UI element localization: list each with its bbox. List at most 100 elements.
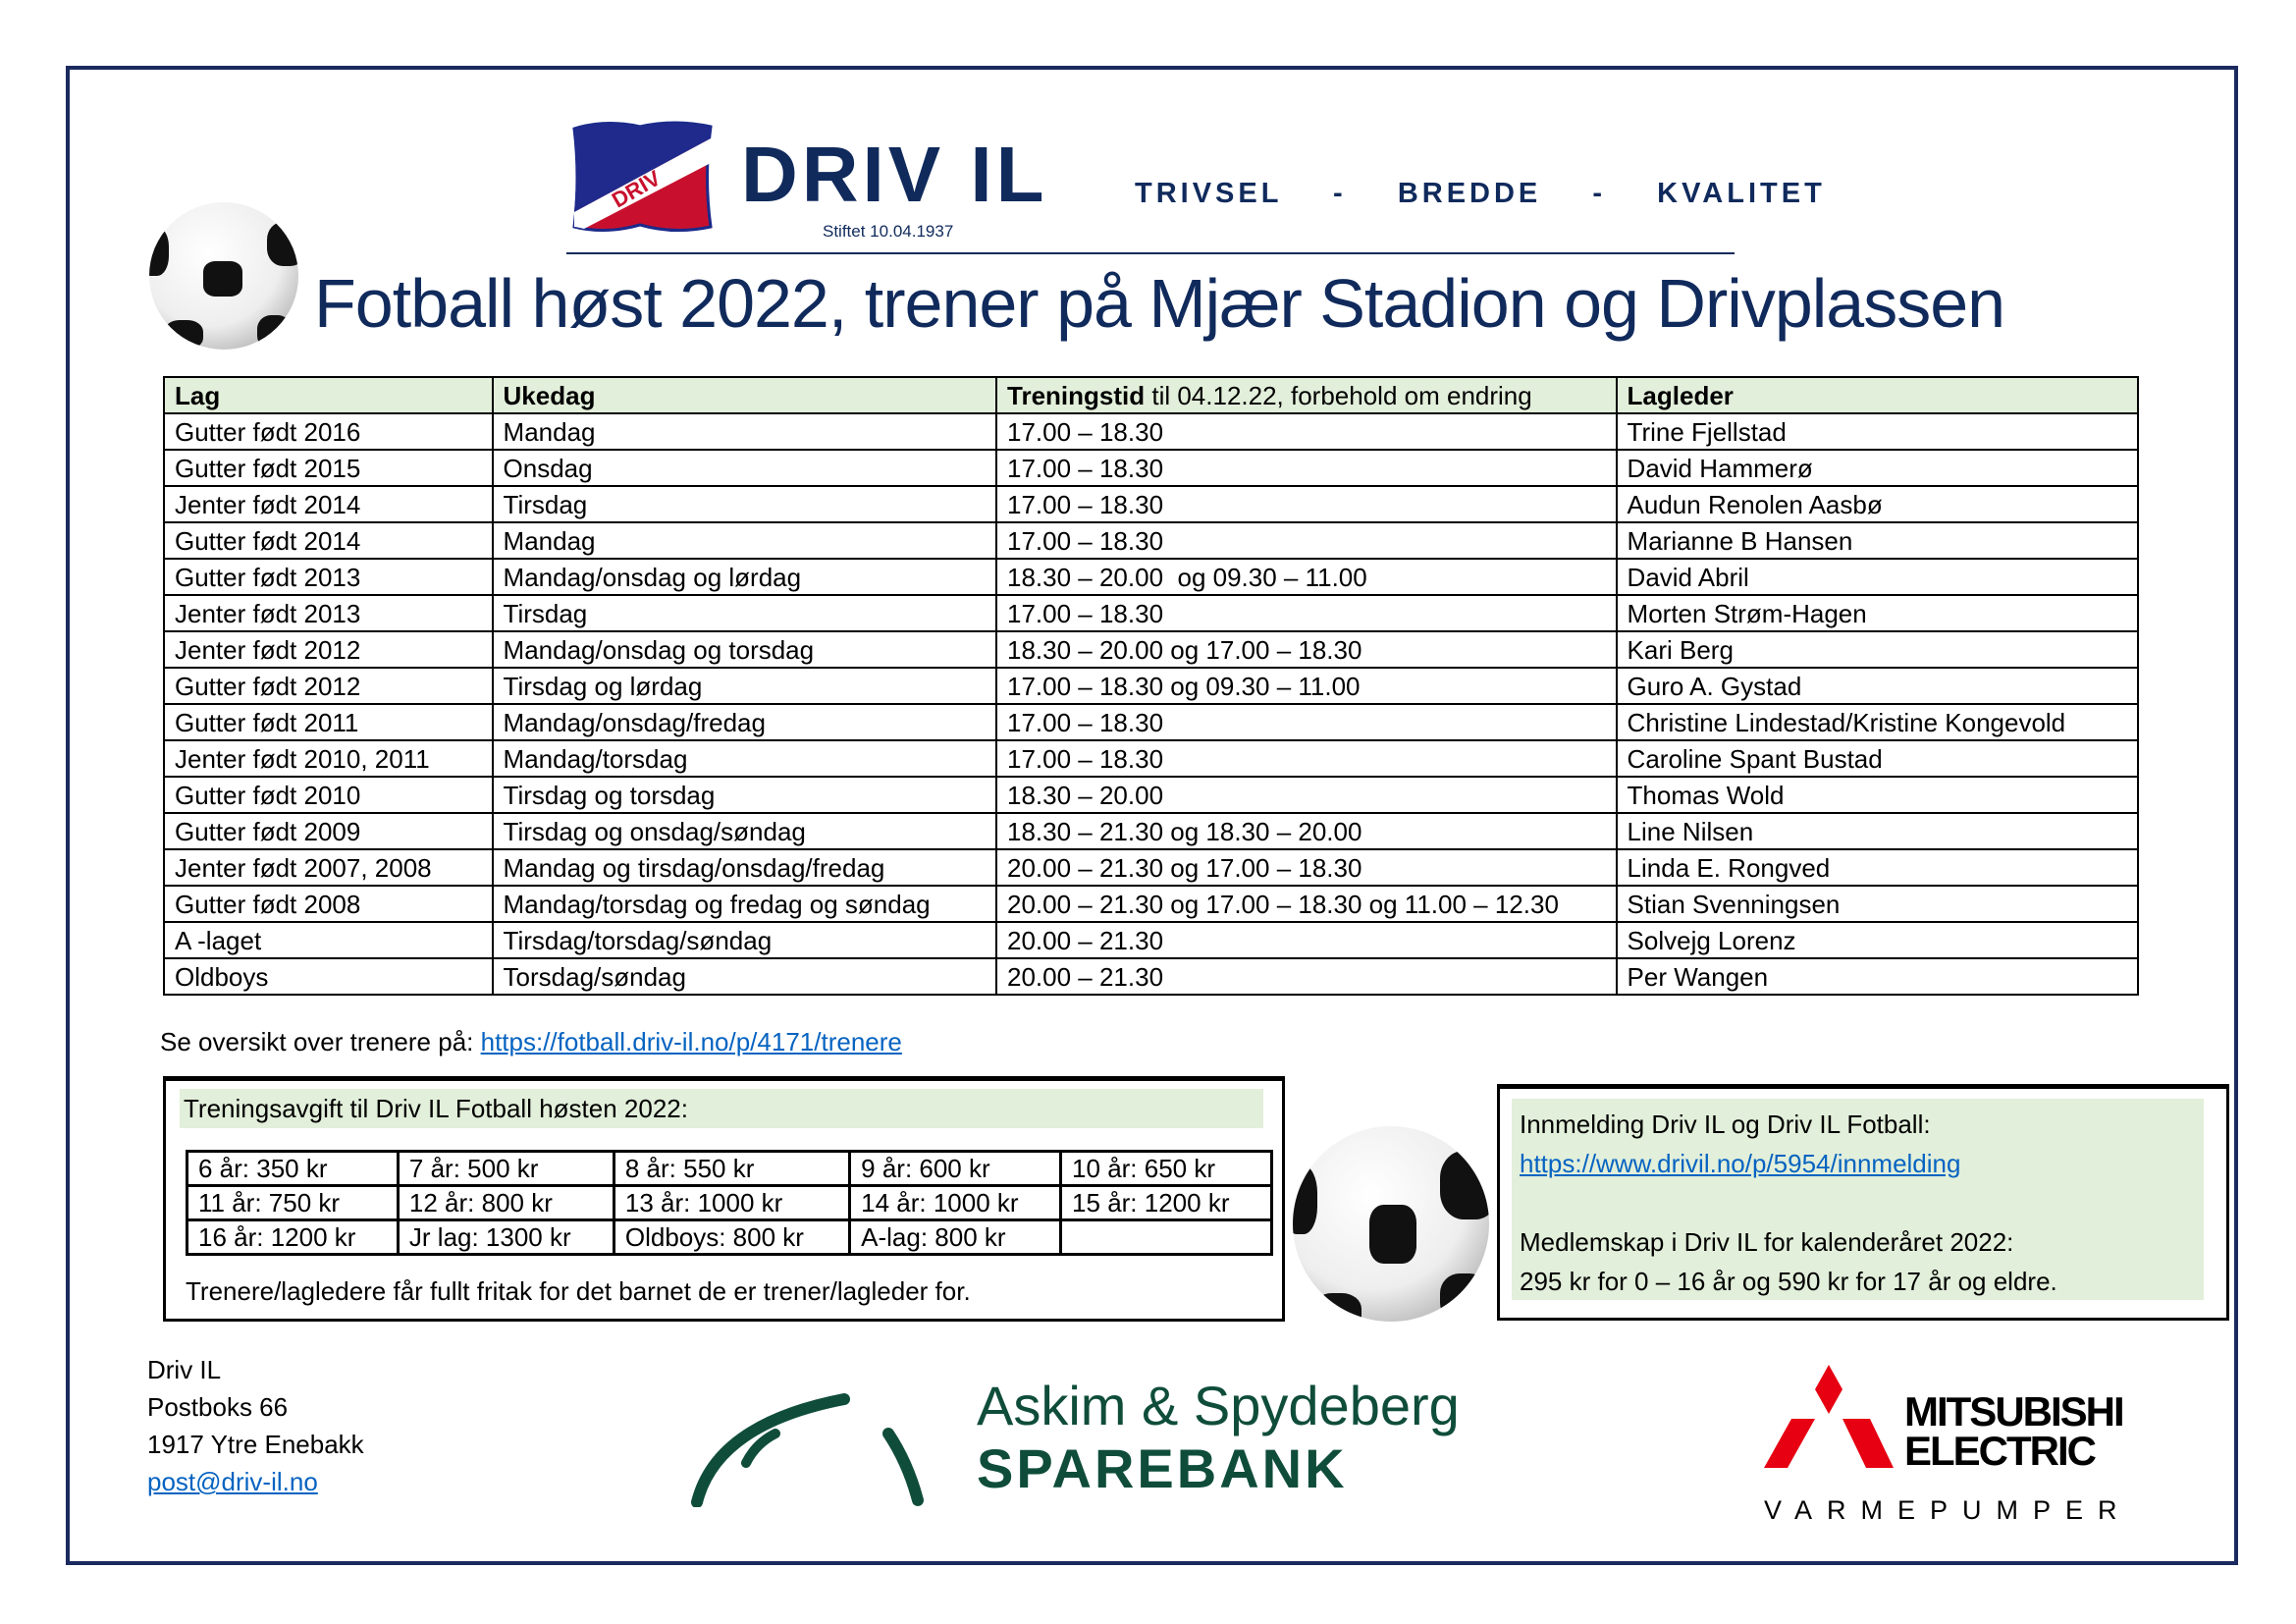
- table-cell: Solvejg Lorenz: [1615, 921, 2140, 959]
- fee-cell: 16 år: 1200 kr: [186, 1218, 400, 1256]
- table-cell: 17.00 – 18.30: [995, 449, 1618, 487]
- table-cell: Gutter født 2012: [163, 667, 494, 705]
- address-line: Postboks 66: [147, 1392, 289, 1422]
- table-row: Jenter født 2007, 2008 Mandag og tirsdag/…: [163, 848, 2140, 887]
- table-cell: Tirsdag: [491, 485, 998, 523]
- table-cell: 18.30 – 20.00 og 17.00 – 18.30: [995, 630, 1618, 669]
- column-header-ukedag: Ukedag: [491, 376, 998, 414]
- trainers-overview: Se oversikt over trenere på: https://fot…: [160, 1027, 902, 1056]
- table-cell: Stian Svenningsen: [1615, 885, 2140, 923]
- table-cell: 17.00 – 18.30: [995, 594, 1618, 632]
- table-cell: David Hammerø: [1615, 449, 2140, 487]
- table-cell: 20.00 – 21.30 og 17.00 – 18.30: [995, 848, 1618, 887]
- mitsubishi-logo: MITSUBISHI ELECTRIC: [1904, 1388, 2125, 1474]
- table-cell: Jenter født 2010, 2011: [163, 739, 494, 778]
- fee-cell: 13 år: 1000 kr: [612, 1184, 852, 1221]
- fees-heading: Treningsavgift til Driv IL Fotball høste…: [180, 1089, 1263, 1128]
- table-row: Gutter født 2013 Mandag/onsdag og lørdag 1…: [163, 558, 2140, 596]
- fee-cell: 11 år: 750 kr: [186, 1184, 400, 1221]
- table-cell: 17.00 – 18.30: [995, 739, 1618, 778]
- fee-cell: Oldboys: 800 kr: [612, 1218, 852, 1256]
- table-cell: Mandag/torsdag og fredag og søndag: [491, 885, 998, 923]
- table-cell: 20.00 – 21.30 og 17.00 – 18.30 og 11.00 …: [995, 885, 1618, 923]
- table-cell: 18.30 – 20.00: [995, 776, 1618, 814]
- table-row: Oldboys Torsdag/søndag 20.00 – 21.30 Per Wa…: [163, 957, 2140, 996]
- table-cell: Gutter født 2015: [163, 449, 494, 487]
- table-cell: Morten Strøm-Hagen: [1615, 594, 2140, 632]
- table-cell: 17.00 – 18.30: [995, 412, 1618, 451]
- email-link[interactable]: post@driv-il.no: [147, 1467, 318, 1496]
- table-cell: Gutter født 2009: [163, 812, 494, 850]
- table-cell: Line Nilsen: [1615, 812, 2140, 850]
- table-cell: Christine Lindestad/Kristine Kongevold: [1615, 703, 2140, 741]
- table-cell: Kari Berg: [1615, 630, 2140, 669]
- founded-date: Stiftet 10.04.1937: [823, 222, 954, 241]
- signup-label: Innmelding Driv IL og Driv IL Fotball:: [1520, 1110, 1931, 1139]
- tagline: TRIVSEL - BREDDE - KVALITET: [1135, 178, 1826, 209]
- fee-cell: 9 år: 600 kr: [848, 1150, 1063, 1187]
- table-cell: Trine Fjellstad: [1615, 412, 2140, 451]
- fee-cell: 14 år: 1000 kr: [848, 1184, 1063, 1221]
- table-cell: Oldboys: [163, 957, 494, 996]
- table-cell: Audun Renolen Aasbø: [1615, 485, 2140, 523]
- mitsubishi-diamonds-icon: [1764, 1365, 1894, 1468]
- fees-box: Treningsavgift til Driv IL Fotball høste…: [163, 1076, 1285, 1322]
- football-image: [149, 202, 298, 350]
- table-cell: Mandag: [491, 521, 998, 560]
- column-header-lag: Lag: [163, 376, 494, 414]
- varmepumper-label: VARMEPUMPER: [1764, 1495, 2132, 1525]
- table-row: Jenter født 2012 Mandag/onsdag og torsdag…: [163, 630, 2140, 669]
- table-row: Gutter født 2015 Onsdag 17.00 – 18.30 David…: [163, 449, 2140, 487]
- table-cell: Tirsdag og lørdag: [491, 667, 998, 705]
- table-cell: Gutter født 2016: [163, 412, 494, 451]
- table-row: Gutter født 2008 Mandag/torsdag og fredag…: [163, 885, 2140, 923]
- table-cell: 17.00 – 18.30 og 09.30 – 11.00: [995, 667, 1618, 705]
- table-cell: Linda E. Rongved: [1615, 848, 2140, 887]
- table-cell: 17.00 – 18.30: [995, 521, 1618, 560]
- table-cell: 17.00 – 18.30: [995, 485, 1618, 523]
- table-cell: 18.30 – 21.30 og 18.30 – 20.00: [995, 812, 1618, 850]
- table-row: Gutter født 2010 Tirsdag og torsdag 18.30 …: [163, 776, 2140, 814]
- table-cell: Gutter født 2008: [163, 885, 494, 923]
- table-cell: Jenter født 2013: [163, 594, 494, 632]
- fees-note: Trenere/lagledere får fullt fritak for d…: [186, 1276, 971, 1306]
- fee-cell: 7 år: 500 kr: [396, 1150, 615, 1187]
- fee-row: 6 år: 350 kr 7 år: 500 kr 8 år: 550 kr 9 år…: [186, 1150, 1273, 1187]
- fee-cell: A-lag: 800 kr: [848, 1218, 1063, 1256]
- table-cell: A -laget: [163, 921, 494, 959]
- fee-cell: 8 år: 550 kr: [612, 1150, 852, 1187]
- table-row: Gutter født 2016 Mandag 17.00 – 18.30 Trine…: [163, 412, 2140, 451]
- fee-cell: 10 år: 650 kr: [1059, 1150, 1273, 1187]
- table-row: Gutter født 2014 Mandag 17.00 – 18.30 Maria…: [163, 521, 2140, 560]
- table-cell: Mandag/onsdag og torsdag: [491, 630, 998, 669]
- table-cell: 20.00 – 21.30: [995, 921, 1618, 959]
- club-address: Driv IL Postboks 66 1917 Ytre Enebakk po…: [147, 1351, 364, 1500]
- table-cell: Marianne B Hansen: [1615, 521, 2140, 560]
- table-cell: Tirsdag: [491, 594, 998, 632]
- table-cell: Thomas Wold: [1615, 776, 2140, 814]
- address-line: Driv IL: [147, 1355, 222, 1384]
- table-cell: Jenter født 2012: [163, 630, 494, 669]
- fee-cell: 15 år: 1200 kr: [1059, 1184, 1273, 1221]
- fee-row: 11 år: 750 kr 12 år: 800 kr 13 år: 1000 kr…: [186, 1184, 1273, 1221]
- table-cell: Onsdag: [491, 449, 998, 487]
- table-row: Gutter født 2012 Tirsdag og lørdag 17.00 –…: [163, 667, 2140, 705]
- page-border: [66, 66, 2238, 1565]
- table-cell: David Abril: [1615, 558, 2140, 596]
- football-image: [1293, 1126, 1489, 1322]
- sparebank-logo-icon: [691, 1393, 924, 1507]
- column-header-treningstid: Treningstid til 04.12.22, forbehold om e…: [995, 376, 1618, 414]
- table-row: Jenter født 2014 Tirsdag 17.00 – 18.30 Audu…: [163, 485, 2140, 523]
- schedule-table: Lag Ukedag Treningstid til 04.12.22, for…: [163, 376, 2140, 996]
- header-divider: [566, 252, 1735, 254]
- trainers-link[interactable]: https://fotball.driv-il.no/p/4171/trener…: [480, 1027, 902, 1056]
- table-cell: Gutter født 2011: [163, 703, 494, 741]
- table-row: Jenter født 2013 Tirsdag 17.00 – 18.30 Mort…: [163, 594, 2140, 632]
- table-cell: Tirsdag/torsdag/søndag: [491, 921, 998, 959]
- table-row: Gutter født 2011 Mandag/onsdag/fredag 17.0…: [163, 703, 2140, 741]
- table-cell: Jenter født 2014: [163, 485, 494, 523]
- table-cell: Gutter født 2014: [163, 521, 494, 560]
- signup-link[interactable]: https://www.drivil.no/p/5954/innmelding: [1520, 1149, 1961, 1178]
- fee-cell: 12 år: 800 kr: [396, 1184, 615, 1221]
- table-row: Jenter født 2010, 2011 Mandag/torsdag 17.0…: [163, 739, 2140, 778]
